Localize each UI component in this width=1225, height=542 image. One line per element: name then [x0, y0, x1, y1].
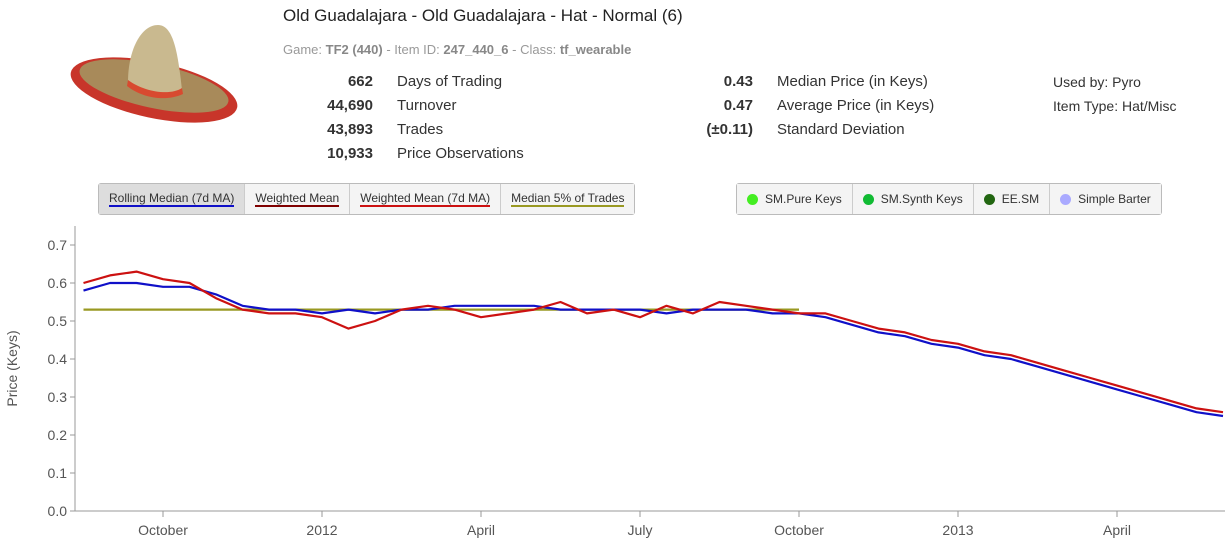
line-toggle[interactable]: Rolling Median (7d MA) — [99, 184, 246, 214]
item-meta: Game: TF2 (440) - Item ID: 247_440_6 - C… — [283, 42, 631, 57]
x-tick-label: April — [467, 522, 495, 538]
x-tick-label: April — [1103, 522, 1131, 538]
line-toggle[interactable]: Median 5% of Trades — [501, 184, 635, 214]
stat-value: 44,690 — [327, 97, 373, 114]
y-tick-label: 0.4 — [48, 351, 68, 367]
line-toggles: Rolling Median (7d MA) Weighted Mean Weigh… — [98, 183, 636, 215]
source-dot — [862, 193, 874, 205]
source-dot — [1060, 193, 1072, 205]
stat-label: Price Observations — [397, 145, 524, 162]
stat-value: 43,893 — [327, 121, 373, 138]
source-toggle[interactable]: SM.Synth Keys — [852, 184, 974, 214]
source-toggle[interactable]: SM.Pure Keys — [737, 184, 853, 214]
meta-value: 247_440_6 — [443, 42, 509, 57]
x-tick-label: October — [774, 522, 824, 538]
x-tick-label: July — [628, 522, 653, 538]
y-tick-label: 0.3 — [48, 389, 68, 405]
stat-label: Days of Trading — [397, 73, 503, 90]
y-tick-label: 0.7 — [48, 237, 68, 253]
item-info: Item Type: Hat/Misc — [1053, 98, 1177, 114]
stat-label: Average Price (in Keys) — [777, 97, 935, 114]
legend-label: Median 5% of Trades — [511, 191, 625, 207]
y-axis-label: Price (Keys) — [4, 330, 20, 406]
meta-value: tf_wearable — [559, 42, 632, 57]
meta-label: Game: — [283, 42, 323, 57]
meta-label: - Item ID: — [386, 42, 440, 57]
legend-label: Rolling Median (7d MA) — [109, 191, 235, 207]
meta-label: - Class: — [512, 42, 557, 57]
stat-label: Median Price (in Keys) — [777, 73, 928, 90]
item-title: Old Guadalajara - Old Guadalajara - Hat … — [283, 6, 683, 25]
y-tick-label: 0.2 — [48, 427, 68, 443]
source-label: Simple Barter — [1078, 192, 1151, 206]
stat-value: 0.47 — [723, 97, 753, 114]
y-tick-label: 0.5 — [48, 313, 68, 329]
stat-value: 662 — [347, 73, 373, 90]
x-tick-label: 2012 — [306, 522, 337, 538]
line-toggle[interactable]: Weighted Mean (7d MA) — [350, 184, 502, 214]
source-toggle[interactable]: Simple Barter — [1050, 184, 1161, 214]
y-tick-label: 0.0 — [48, 503, 68, 519]
source-label: EE.SM — [1001, 192, 1040, 206]
chart: 0.0 0.1 0.2 0.3 0.4 0.5 0.6 0.7 October 2012 April… — [4, 226, 1225, 538]
source-dot — [747, 193, 758, 205]
series-line — [83, 281, 1224, 418]
legend-label: Weighted Mean (7d MA) — [360, 191, 491, 207]
source-toggle[interactable]: EE.SM — [973, 184, 1051, 214]
item-info: Used by: Pyro — [1053, 74, 1141, 90]
source-dot — [983, 193, 995, 205]
stat-label: Standard Deviation — [777, 121, 905, 138]
line-toggle[interactable]: Weighted Mean — [245, 184, 351, 214]
item-image — [70, 25, 238, 123]
x-tick-label: October — [138, 522, 188, 538]
series-line — [83, 270, 1224, 414]
stat-label: Turnover — [397, 97, 457, 114]
y-tick-label: 0.1 — [48, 465, 68, 481]
x-tick-label: 2013 — [942, 522, 973, 538]
legend-label: Weighted Mean — [255, 191, 340, 207]
meta-value: TF2 (440) — [325, 42, 383, 57]
y-tick-label: 0.6 — [48, 275, 68, 291]
source-toggles: SM.Pure Keys SM.Synth Keys EE.SM Simple Bar… — [736, 183, 1162, 215]
stat-value: 0.43 — [723, 73, 753, 90]
source-label: SM.Pure Keys — [765, 192, 842, 206]
stat-value: 10,933 — [327, 145, 373, 162]
stat-label: Trades — [397, 121, 444, 138]
stat-value: (±0.11) — [706, 121, 753, 138]
source-label: SM.Synth Keys — [880, 192, 963, 206]
